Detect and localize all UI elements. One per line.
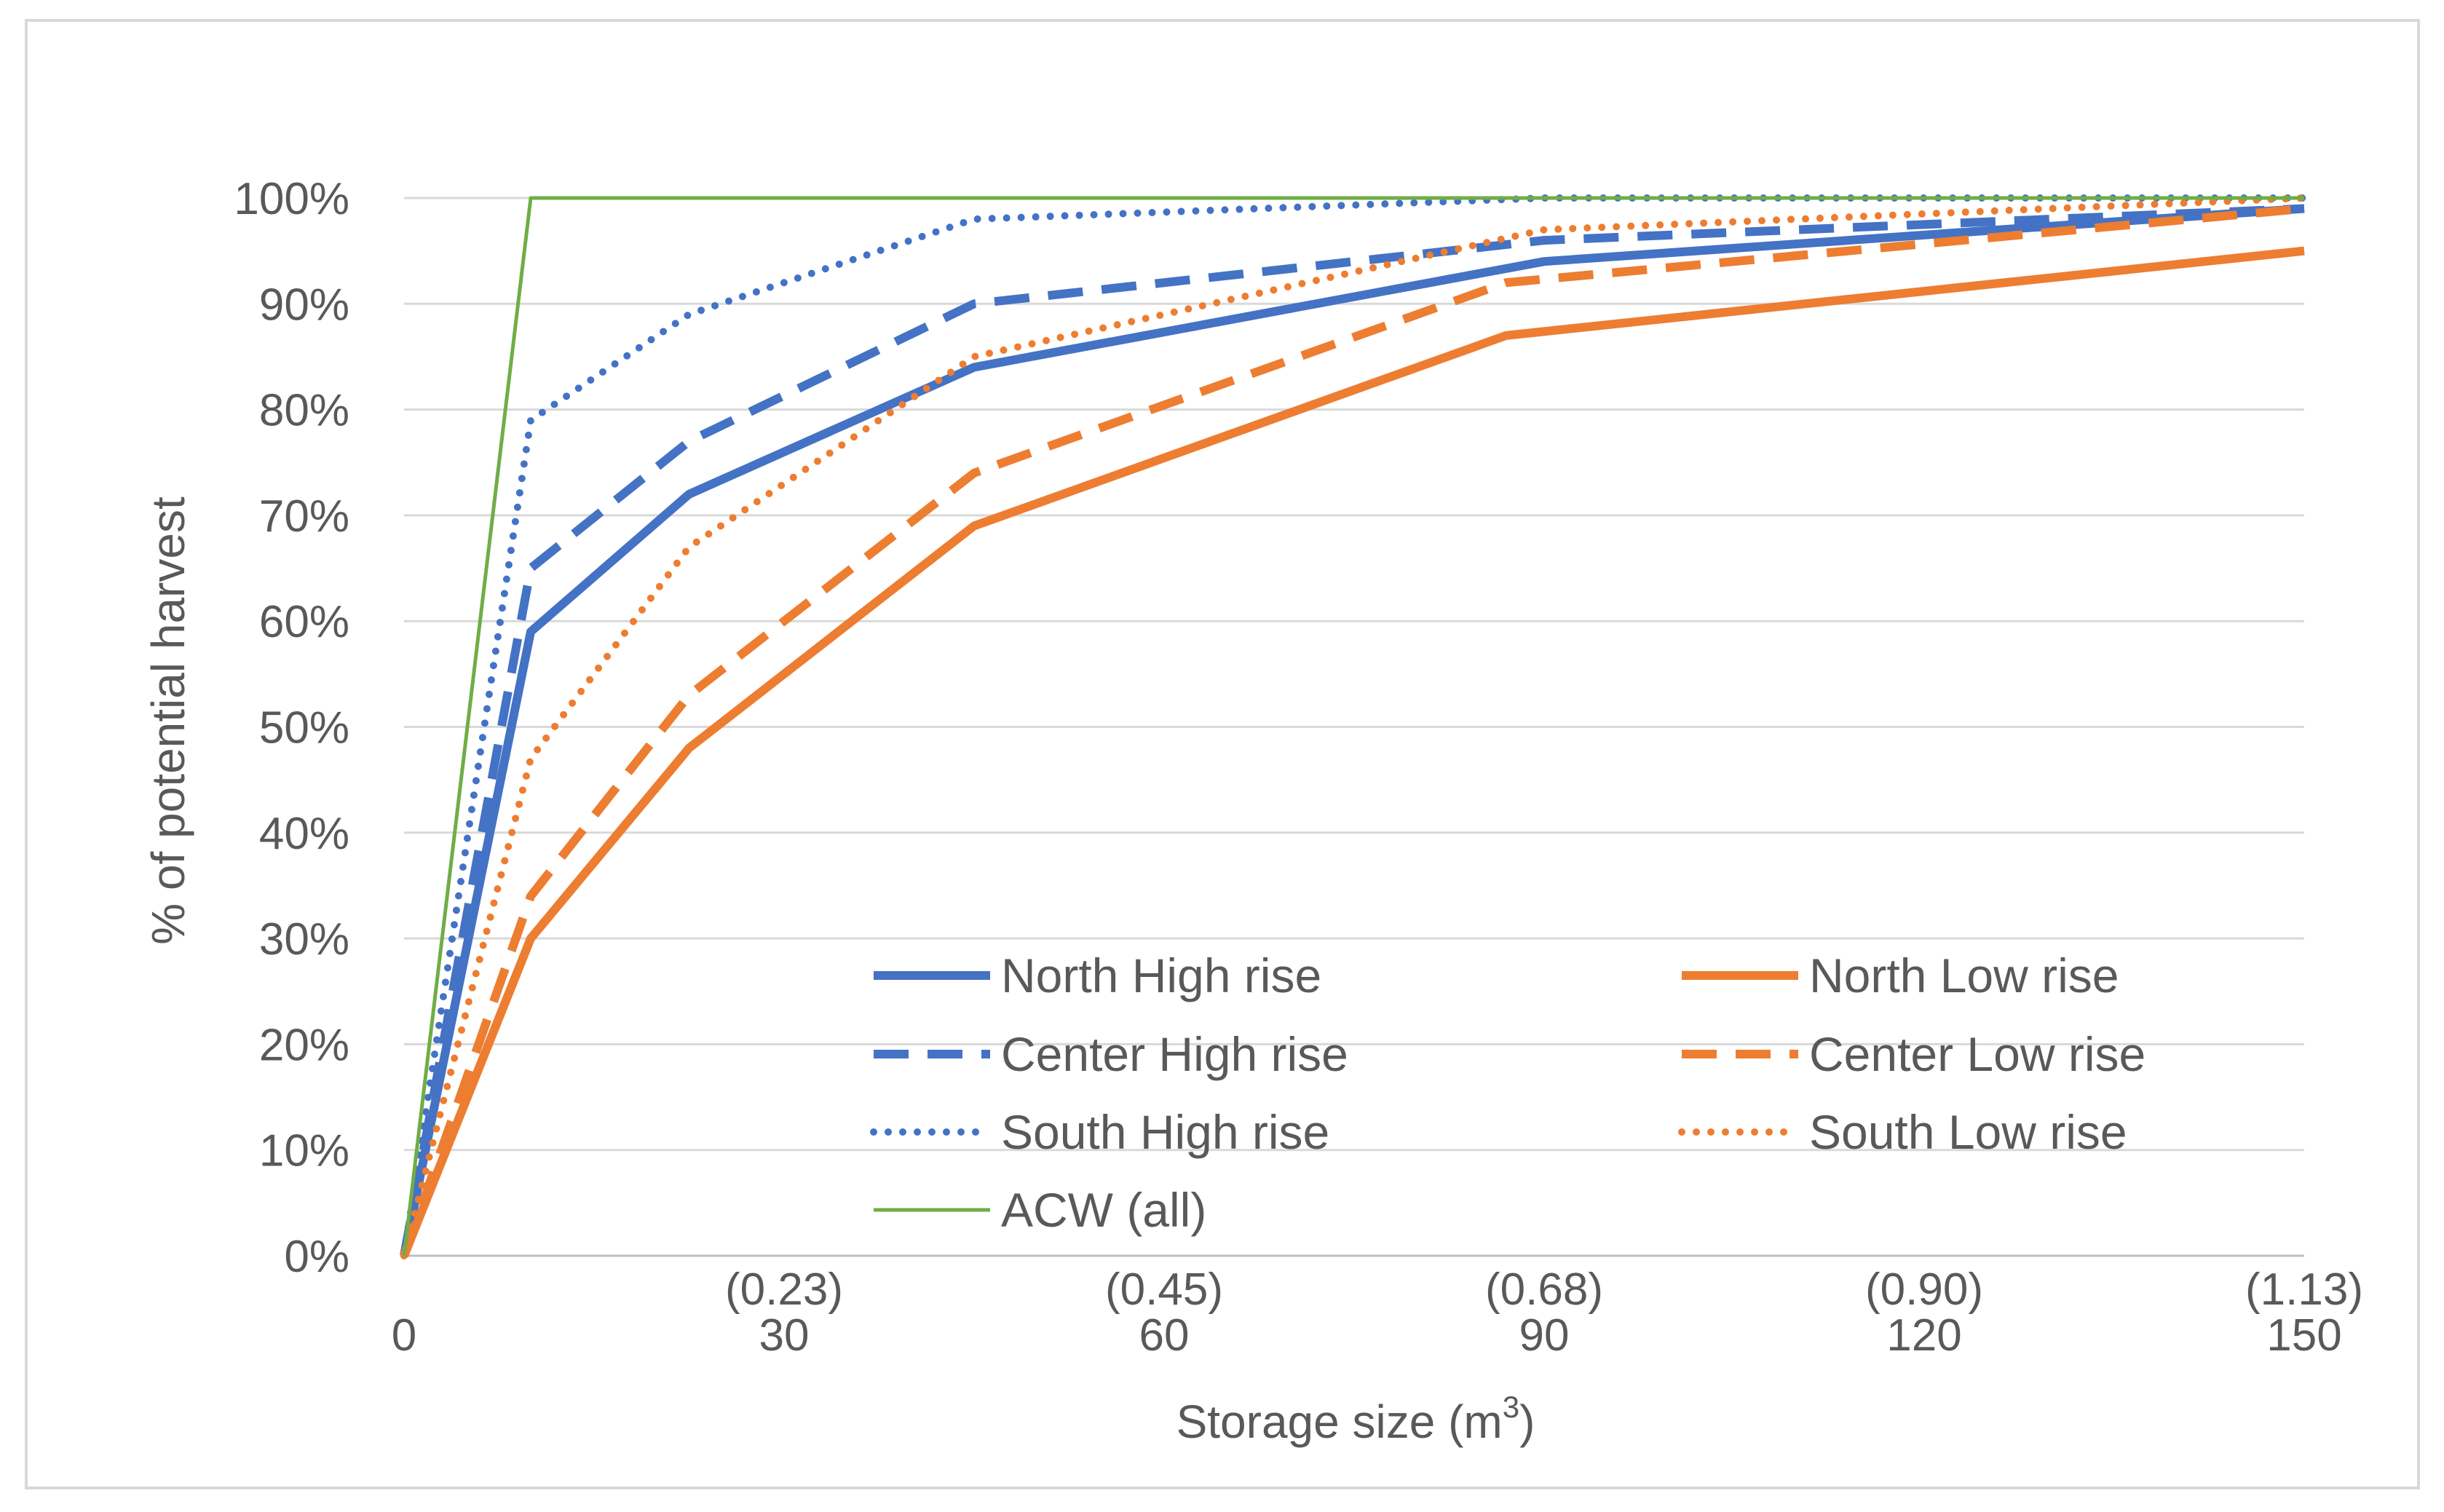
x-tick-sublabel: (0.68) (1485, 1264, 1603, 1315)
y-tick-label: 0% (284, 1232, 349, 1282)
x-axis-title-text: Storage size (m (1176, 1396, 1503, 1448)
y-tick-label: 40% (259, 809, 349, 859)
legend-item-center-high-rise: Center High rise (874, 1027, 1348, 1081)
legend-label: South High rise (1001, 1105, 1329, 1159)
legend-item-acw-all: ACW (all) (874, 1183, 1206, 1237)
legend-label: North High rise (1001, 949, 1321, 1002)
x-axis-title-close: ) (1519, 1396, 1535, 1448)
y-tick-label: 70% (259, 491, 349, 542)
x-tick-label: 120 (1886, 1310, 1961, 1361)
x-tick-label: 30 (759, 1310, 810, 1361)
x-tick-sublabel: (0.45) (1105, 1264, 1223, 1315)
x-tick-label: 90 (1519, 1310, 1570, 1361)
x-tick-sublabel: (1.13) (2245, 1264, 2363, 1315)
x-tick-label: 60 (1139, 1310, 1190, 1361)
x-tick-sublabel: (0.90) (1865, 1264, 1983, 1315)
series-line-south-low-rise (400, 194, 2308, 1259)
series-line-center-low-rise (400, 204, 2305, 1257)
legend-item-south-high-rise: South High rise (870, 1105, 1329, 1159)
series-lines (400, 194, 2308, 1259)
y-tick-label: 20% (259, 1020, 349, 1070)
legend-label: ACW (all) (1001, 1183, 1206, 1237)
legend-label: South Low rise (1809, 1105, 2127, 1159)
legend-item-south-low-rise: South Low rise (1678, 1105, 2127, 1159)
y-tick-label: 50% (259, 703, 349, 753)
legend-label: North Low rise (1809, 949, 2119, 1002)
y-axis-title: % of potential harvest (142, 496, 194, 945)
series-line-acw-all (402, 196, 2304, 1256)
legend-label: Center High rise (1001, 1027, 1348, 1081)
y-tick-label: 80% (259, 386, 349, 436)
y-tick-label: 90% (259, 280, 349, 330)
gridlines (404, 197, 2304, 1257)
series-line-north-high-rise (400, 204, 2305, 1257)
y-tick-label: 60% (259, 597, 349, 647)
legend-item-north-low-rise: North Low rise (1682, 949, 2119, 1002)
x-axis-title-superscript: 3 (1503, 1390, 1519, 1424)
x-axis-title: Storage size (m3) (1176, 1390, 1535, 1448)
series-line-center-high-rise (400, 204, 2305, 1257)
y-axis-ticks: 0% 10% 20% 30% 40% 50% 60% 70% 80% 90% 100% (234, 174, 349, 1282)
x-axis-ticks: 0 30(0.23) 60(0.45) 90(0.68) 120(0.90) 150(1.… (392, 1264, 2363, 1361)
y-tick-label: 10% (259, 1126, 349, 1176)
legend-item-center-low-rise: Center Low rise (1682, 1027, 2146, 1081)
x-tick-label: 150 (2266, 1310, 2341, 1361)
legend-item-north-high-rise: North High rise (874, 949, 1321, 1002)
chart-frame (25, 19, 2420, 1489)
legend: North High rise North Low rise Center High… (870, 949, 2146, 1237)
x-tick-label: 0 (392, 1310, 416, 1361)
series-line-north-low-rise (400, 246, 2305, 1258)
y-tick-label: 100% (234, 174, 349, 224)
legend-label: Center Low rise (1809, 1027, 2146, 1081)
x-tick-sublabel: (0.23) (725, 1264, 843, 1315)
y-tick-label: 30% (259, 914, 349, 965)
